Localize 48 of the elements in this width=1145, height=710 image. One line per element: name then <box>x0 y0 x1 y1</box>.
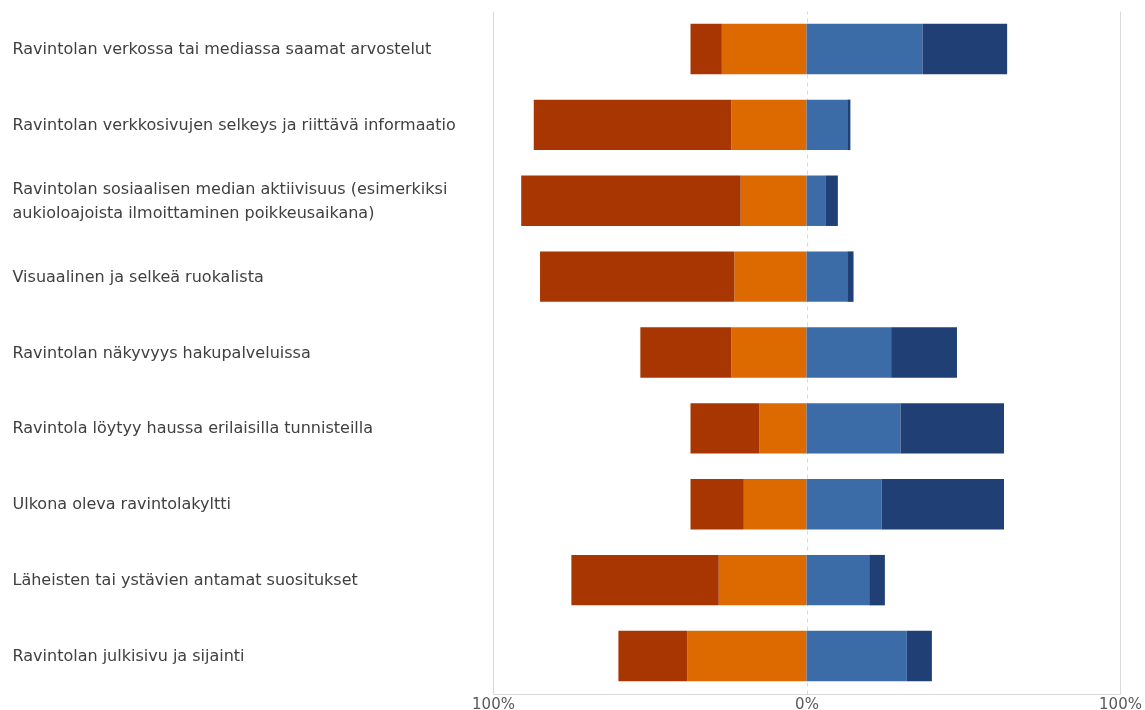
bar <box>806 23 923 75</box>
bar <box>687 630 807 682</box>
bar <box>618 630 688 682</box>
bar <box>690 403 760 454</box>
bar <box>731 99 807 151</box>
x-tick-label: 0% <box>795 694 819 710</box>
bar <box>718 554 807 606</box>
bar <box>922 23 1008 75</box>
bar <box>825 175 838 226</box>
y-tick-label: Visuaalinen ja selkeä ruokalista <box>12 266 264 286</box>
bar <box>891 327 957 378</box>
y-tick-label: Läheisten tai ystävien antamat suositukset <box>12 570 358 590</box>
bar <box>690 479 744 530</box>
y-tick-label: Ravintolan julkisivu ja sijainti <box>12 646 245 666</box>
bar <box>521 175 741 226</box>
bar <box>640 327 732 378</box>
bar <box>900 403 1004 454</box>
bar <box>881 479 1004 530</box>
bar <box>740 175 807 226</box>
bar <box>731 327 807 378</box>
bar <box>540 251 735 302</box>
bar <box>806 251 848 302</box>
bar <box>806 554 870 606</box>
y-tick-label: Ulkona oleva ravintolakyltti <box>12 494 231 514</box>
y-tick-label: Ravintolan verkossa tai mediassa saamat arvostelut <box>12 38 432 58</box>
bar <box>690 23 722 75</box>
bar <box>806 327 892 378</box>
bar <box>759 403 807 454</box>
x-tick-label: 100% <box>1099 694 1142 710</box>
bar <box>806 630 907 682</box>
bar <box>571 554 719 606</box>
bar <box>734 251 807 302</box>
y-tick-label: Ravintolan verkkosivujen selkeys ja riittävä informaatio <box>12 114 456 134</box>
bar <box>743 479 807 530</box>
x-tick-label: 100% <box>472 694 515 710</box>
bar <box>806 403 901 454</box>
y-tick-label: Ravintola löytyy haussa erilaisilla tunnisteilla <box>12 418 374 438</box>
bar <box>806 479 882 530</box>
bar <box>869 554 885 606</box>
bar <box>806 175 826 226</box>
y-tick-label: Ravintolan näkyvyys hakupalveluissa <box>12 342 311 362</box>
bar <box>806 99 848 151</box>
bar <box>533 99 732 151</box>
y-tick-label: Ravintolan sosiaalisen median aktiivisuus (esimerkiksi aukioloajoista ilmoittaminen poikkeusaikana) <box>12 178 448 222</box>
bar <box>906 630 932 682</box>
bar <box>847 251 854 302</box>
bar <box>847 99 851 151</box>
bar <box>721 23 807 75</box>
